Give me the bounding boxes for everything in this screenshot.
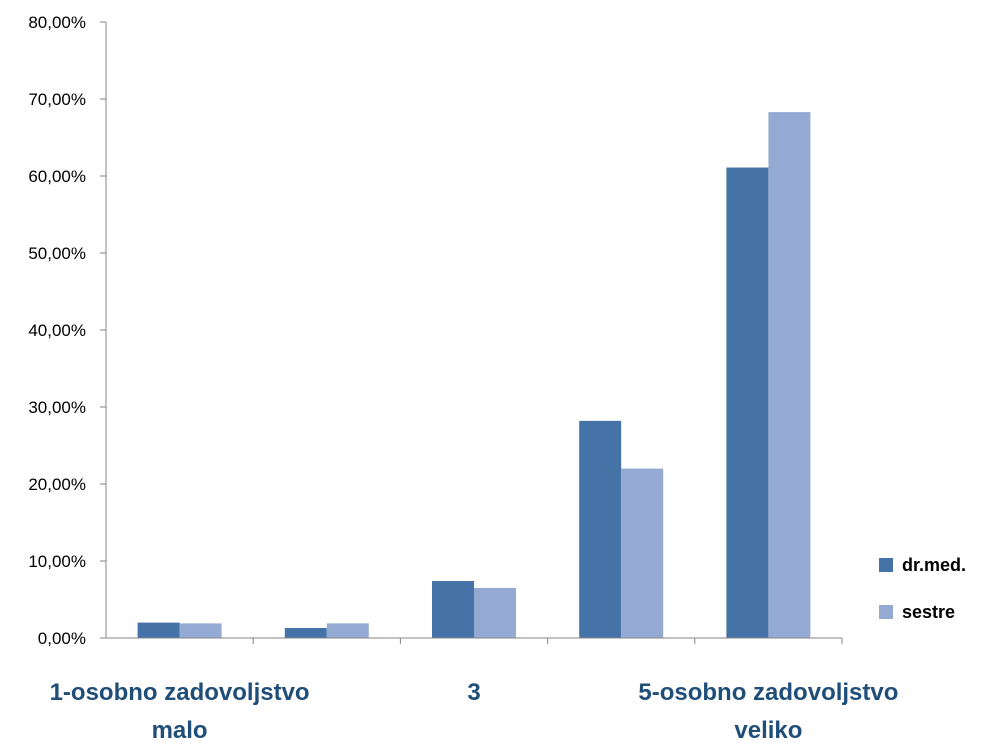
bar-drmed-1 [137, 622, 180, 638]
legend-swatch-drmed [879, 558, 893, 572]
x-category-labels: 1-osobno zadovoljstvo malo 3 5-osobno zadov… [50, 679, 899, 743]
bar-drmed-2 [284, 627, 327, 638]
y-tick-label: 40,00% [28, 321, 86, 340]
x-category-label: malo [152, 717, 208, 743]
bar-sestre-5 [768, 112, 811, 639]
bar-sestre-1 [179, 623, 222, 638]
bar-sestre-2 [326, 623, 369, 638]
y-tick-label: 50,00% [28, 244, 86, 263]
y-tick-label: 70,00% [28, 90, 86, 109]
legend-label-drmed: dr.med. [902, 555, 966, 575]
bar-drmed-5 [726, 167, 769, 638]
x-category-label: 3 [467, 679, 480, 706]
x-category-label: 1-osobno zadovoljstvo [50, 679, 310, 706]
y-tick-label: 20,00% [28, 475, 86, 494]
legend-swatch-sestre [879, 605, 893, 619]
x-category-label: veliko [734, 717, 802, 743]
bar-sestre-3 [474, 587, 516, 638]
bar-drmed-3 [432, 581, 474, 638]
legend-label-sestre: sestre [902, 602, 955, 622]
y-tick-label: 30,00% [28, 398, 86, 417]
y-tick-labels: 0,00% 10,00% 20,00% 30,00% 40,00% 50,00% 60,00… [28, 13, 86, 648]
bars-layer [137, 112, 811, 639]
bar-sestre-4 [621, 468, 664, 638]
y-tick-label: 0,00% [38, 629, 86, 648]
bar-drmed-4 [579, 420, 622, 638]
y-tick-label: 10,00% [28, 552, 86, 571]
y-tick-label: 80,00% [28, 13, 86, 32]
legend: dr.med. sestre [879, 555, 966, 622]
x-category-label: 5-osobno zadovoljstvo [638, 679, 898, 706]
axes-layer [100, 21, 843, 644]
y-tick-label: 60,00% [28, 167, 86, 186]
